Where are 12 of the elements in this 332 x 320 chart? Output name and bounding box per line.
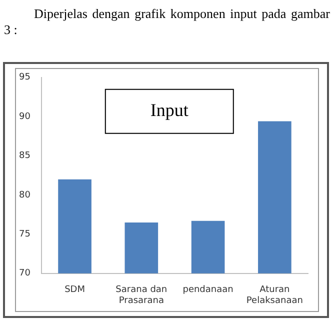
x-tick-label: Sarana dan Prasarana [116, 285, 168, 306]
y-tick-label: 95 [19, 72, 30, 83]
y-tick-label: 90 [19, 112, 31, 122]
y-tick-label: 70 [19, 268, 31, 279]
text: Diperjelas dengan grafik komponen input pada gambar 3 : [4, 6, 330, 37]
y-tick-label: 75 [19, 230, 30, 240]
y-tick-label: 85 [19, 151, 30, 162]
text: Input [150, 100, 188, 120]
x-tick-label: pendanaan [182, 285, 234, 296]
x-tick-label: Aturan Pelaksanaan [246, 285, 303, 306]
x-tick-label: SDM [64, 285, 85, 296]
y-tick-label: 80 [19, 190, 31, 200]
